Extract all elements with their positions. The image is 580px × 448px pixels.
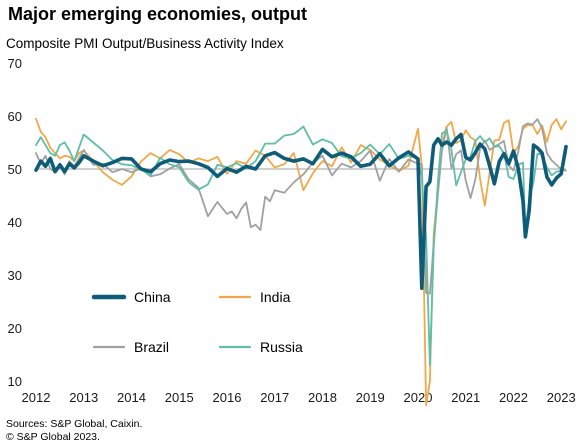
y-tick-label: 20 [8, 321, 22, 336]
x-tick-label: 2015 [165, 390, 194, 405]
x-tick-label: 2012 [22, 390, 51, 405]
legend-label-russia: Russia [260, 339, 303, 355]
y-tick-label: 50 [8, 162, 22, 177]
series-line-brazil [35, 118, 567, 295]
y-tick-label: 10 [8, 374, 22, 389]
series-line-china [34, 132, 568, 291]
x-tick-label: 2022 [499, 390, 528, 405]
x-tick-label: 2023 [547, 390, 576, 405]
sources-note: Sources: S&P Global, Caixin. [6, 418, 143, 430]
y-axis: 10 20 30 40 50 60 70 [8, 56, 22, 389]
series-line-russia [35, 125, 567, 367]
x-tick-label: 2019 [356, 390, 385, 405]
y-tick-label: 40 [8, 215, 22, 230]
x-tick-label: 2016 [213, 390, 242, 405]
chart-subtitle: Composite PMI Output/Business Activity I… [6, 36, 284, 51]
x-tick-label: 2017 [260, 390, 289, 405]
chart-title: Major emerging economies, output [8, 4, 308, 24]
y-tick-label: 70 [8, 56, 22, 71]
x-axis: 2012 2013 2014 2015 2016 2017 2018 2019 2020 2021… [22, 390, 576, 405]
y-tick-label: 60 [8, 109, 22, 124]
legend: China India Brazil Russia [91, 289, 303, 355]
legend-label-india: India [260, 289, 291, 305]
copyright-note: © S&P Global 2023. [6, 431, 100, 443]
y-tick-label: 30 [8, 268, 22, 283]
x-tick-label: 2018 [308, 390, 337, 405]
series-group [34, 117, 568, 407]
x-tick-label: 2021 [451, 390, 480, 405]
legend-label-china: China [134, 289, 171, 305]
legend-label-brazil: Brazil [134, 339, 169, 355]
series-line-india [35, 117, 567, 407]
x-tick-label: 2014 [117, 390, 146, 405]
x-tick-label: 2013 [69, 390, 98, 405]
